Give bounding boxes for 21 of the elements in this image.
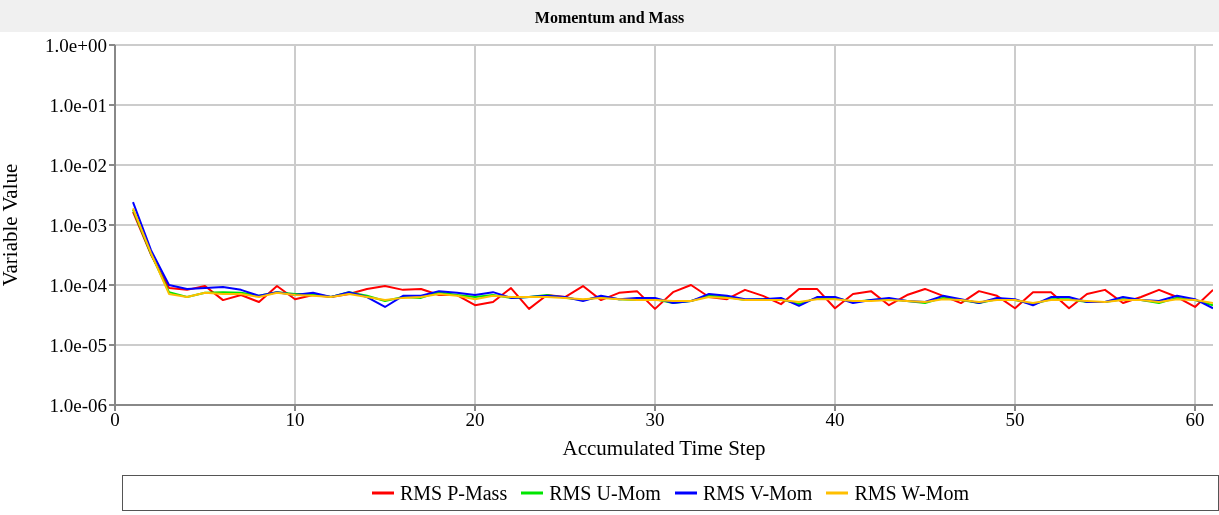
legend-label: RMS V-Mom [701, 481, 813, 505]
y-tick-label: 1.0e-02 [49, 154, 107, 176]
y-axis-title: Variable Value [0, 163, 23, 287]
y-tick-label: 1.0e-04 [49, 274, 108, 296]
x-tick-label: 50 [1005, 409, 1025, 431]
x-tick-label: 60 [1185, 409, 1205, 431]
chart-title: Momentum and Mass [0, 0, 1219, 32]
y-tick-label: 1.0e+00 [45, 34, 107, 56]
x-tick-label: 30 [645, 409, 665, 431]
legend-label: RMS U-Mom [548, 481, 661, 505]
legend-label: RMS W-Mom [853, 481, 970, 505]
legend-label: RMS P-Mass [398, 481, 508, 505]
x-tick-label: 0 [110, 409, 120, 431]
x-tick-label: 40 [825, 409, 845, 431]
x-axis-title: Accumulated Time Step [562, 435, 766, 460]
x-tick-label: 10 [285, 409, 305, 431]
y-tick-label: 1.0e-01 [49, 94, 107, 116]
y-tick-label: 1.0e-06 [49, 394, 107, 416]
x-tick-label: 20 [465, 409, 485, 431]
y-tick-label: 1.0e-05 [49, 334, 107, 356]
y-tick-label: 1.0e-03 [49, 214, 107, 236]
